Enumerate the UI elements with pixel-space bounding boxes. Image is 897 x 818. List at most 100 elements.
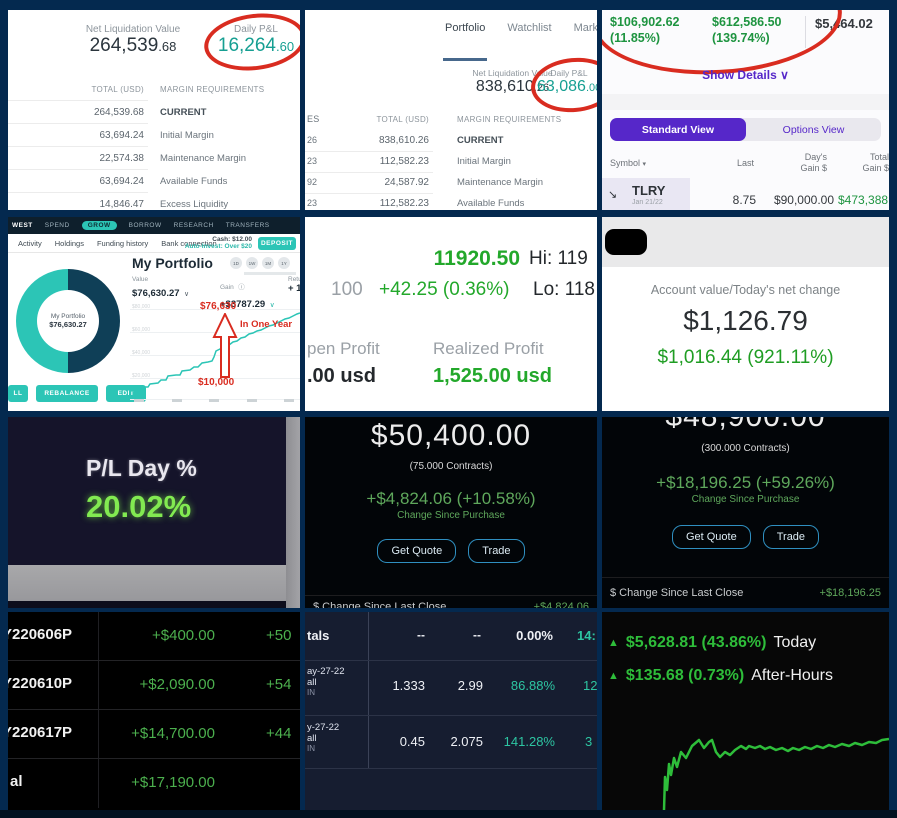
table-row: 23 112,582.23 Initial Margin [305, 150, 597, 173]
after-hours-row: ▲ $135.68 (0.73%) After-Hours [608, 667, 833, 685]
today-gain-value: $5,628.81 (43.86%) [625, 634, 767, 651]
after-hours-value: $135.68 (0.73%) [625, 667, 745, 684]
footer-value: +$18,196.25 [819, 587, 881, 599]
get-quote-button[interactable]: Get Quote [377, 539, 457, 563]
symbol-ticker: TLRY [632, 183, 666, 198]
nav-item[interactable]: BORROW [128, 222, 162, 229]
cell-percent: 86.88% [510, 678, 555, 693]
trend-arrow-icon: ↘ [608, 189, 618, 201]
gridline [130, 378, 300, 379]
quantity: 100 [331, 279, 363, 300]
subnav-funding-history[interactable]: Funding history [96, 238, 149, 248]
cell-value: 2.075 [450, 734, 483, 749]
donut-value: $76,630.27 [49, 320, 87, 329]
change-since-purchase-label: Change Since Purchase [397, 510, 505, 521]
panel-ibkr-1: Net Liquidation Value 264,539.68 Daily P… [8, 10, 300, 210]
red-circle-annotation [528, 54, 597, 116]
range-1y[interactable]: 1Y [278, 257, 290, 269]
sell-button[interactable]: LL [8, 385, 28, 402]
net-liquidation-block: Net Liquidation Value 264,539.68 [58, 24, 208, 57]
range-1w[interactable]: 1W [246, 257, 258, 269]
realized-profit-value: 1,525.00 usd [433, 365, 552, 387]
panel-etrade: $106,902.62 (11.85%) $612,586.50 (139.74… [602, 10, 889, 210]
subnav-bank-connection[interactable]: Bank connection [161, 238, 217, 248]
get-quote-button[interactable]: Get Quote [671, 525, 751, 549]
tab-portfolio[interactable]: Portfolio [445, 22, 486, 34]
change-since-purchase-value: +$18,196.25 (+59.26%) [656, 473, 835, 492]
contracts-label: (75.000 Contracts) [409, 461, 493, 472]
y-axis-label: $80,000 [132, 304, 151, 310]
gridline [130, 332, 300, 333]
toggle-standard-view[interactable]: Standard View [610, 118, 746, 141]
nav-item[interactable]: TRANSFERS [225, 222, 270, 229]
table-row: 264,539.68 CURRENT [8, 101, 300, 124]
change-value: +42.25 (0.36%) [379, 279, 510, 300]
change-since-purchase-value: +$4,824.06 (+10.58%) [366, 489, 536, 508]
tab-markets[interactable]: Markets [573, 22, 597, 34]
footer-label: $ Change Since Last Close [610, 587, 744, 599]
column-header-day-gain: Day's Gain $ [800, 152, 827, 173]
range-1m[interactable]: 1M [262, 257, 274, 269]
table-row: 26 838,610.26 CURRENT [305, 129, 597, 152]
symbol-cell[interactable]: ↘ TLRY Jan 21/22 [602, 178, 690, 210]
table-row: 63,694.24 Available Funds [8, 170, 300, 193]
nav-item[interactable]: SPEND [44, 222, 70, 229]
quote-actions: Get Quote Trade [305, 539, 597, 563]
equity-line-chart [662, 737, 889, 810]
open-profit-label: pen Profit [307, 339, 380, 358]
deposit-button[interactable]: DEPOSIT [258, 237, 296, 250]
total-gain-block: $106,902.62 (11.85%) [610, 15, 680, 45]
daily-pnl-block: Daily P&L 16,264.60 [212, 24, 300, 57]
frame-bottom-strip [0, 810, 897, 818]
chevron-down-icon[interactable]: ∨ [184, 291, 190, 298]
trade-button[interactable]: Trade [762, 525, 820, 549]
nav-item-active[interactable]: GROW [81, 221, 117, 230]
column-divider [98, 612, 99, 808]
show-details-button[interactable]: Show Details ∨ [702, 68, 789, 82]
contract-label: ay-27-22 all IN [307, 666, 345, 697]
toggle-options-view[interactable]: Options View [782, 123, 845, 136]
edit-button[interactable]: EDIT [106, 385, 146, 402]
cell-value: 1.333 [392, 678, 425, 693]
footer-label: $ Change Since Last Close [313, 601, 447, 608]
cell-value: 0.45 [399, 734, 425, 749]
view-toggle: Standard View Options View [610, 118, 881, 141]
trade-button[interactable]: Trade [468, 539, 525, 563]
table-row-total: al +$17,190.00 [10, 773, 215, 791]
red-circle-annotation [200, 10, 300, 77]
y-axis-label: $40,000 [132, 350, 151, 356]
panel-quote-profit: 11920.50 Hi: 119 100 +42.25 (0.36%) Lo: … [305, 217, 597, 411]
column-header-total-gain: Total Gain $ [862, 152, 889, 173]
row-divider [305, 768, 597, 769]
subnav-activity[interactable]: Activity [18, 238, 42, 248]
panel-wealthsimple: WEST SPEND GROW BORROW RESEARCH TRANSFER… [8, 217, 300, 411]
gridline [130, 309, 300, 310]
subnav-holdings[interactable]: Holdings [54, 238, 84, 248]
pl-day-label: P/L Day % [86, 455, 197, 481]
cell-value-cut: 3 [585, 734, 593, 749]
column-header-last: Last [736, 158, 754, 168]
cash-info: Cash: $12.00 Auto-Invest: Over $20 [184, 236, 252, 250]
range-1d[interactable]: 1D [230, 257, 242, 269]
row-last-value: 8.75 [732, 193, 756, 207]
sub-nav: Activity Holdings Funding history Bank c… [8, 234, 300, 253]
rebalance-button[interactable]: REBALANCE [36, 385, 98, 402]
bezel-right [286, 417, 300, 608]
annotation-arrow-icon [212, 313, 238, 378]
nav-item[interactable]: RESEARCH [173, 222, 214, 229]
net-liquidation-value: 264,539.68 [89, 35, 177, 56]
totals-label: tals [307, 628, 330, 643]
range-selector: 1D 1W 1M 1Y [230, 257, 290, 269]
chevron-down-icon[interactable]: ∨ [269, 302, 275, 309]
redaction-block [605, 229, 647, 255]
after-hours-label: After-Hours [751, 667, 833, 684]
column-divider [368, 612, 369, 768]
portfolio-line-chart: $80,000 $60,000 $40,000 $20,000 $76,630 … [130, 301, 300, 403]
y-axis-label: $60,000 [132, 327, 151, 333]
column-header-symbol[interactable]: Symbol ▾ [610, 158, 647, 168]
performance-caption-smudge [244, 272, 296, 275]
tab-watchlist[interactable]: Watchlist [507, 22, 552, 34]
panel-contracts-1: $50,400.00 (75.000 Contracts) +$4,824.06… [305, 417, 597, 608]
nav-item[interactable]: WEST [12, 222, 33, 229]
table-row: Y220610P +$2,090.00 +54 [8, 661, 300, 710]
